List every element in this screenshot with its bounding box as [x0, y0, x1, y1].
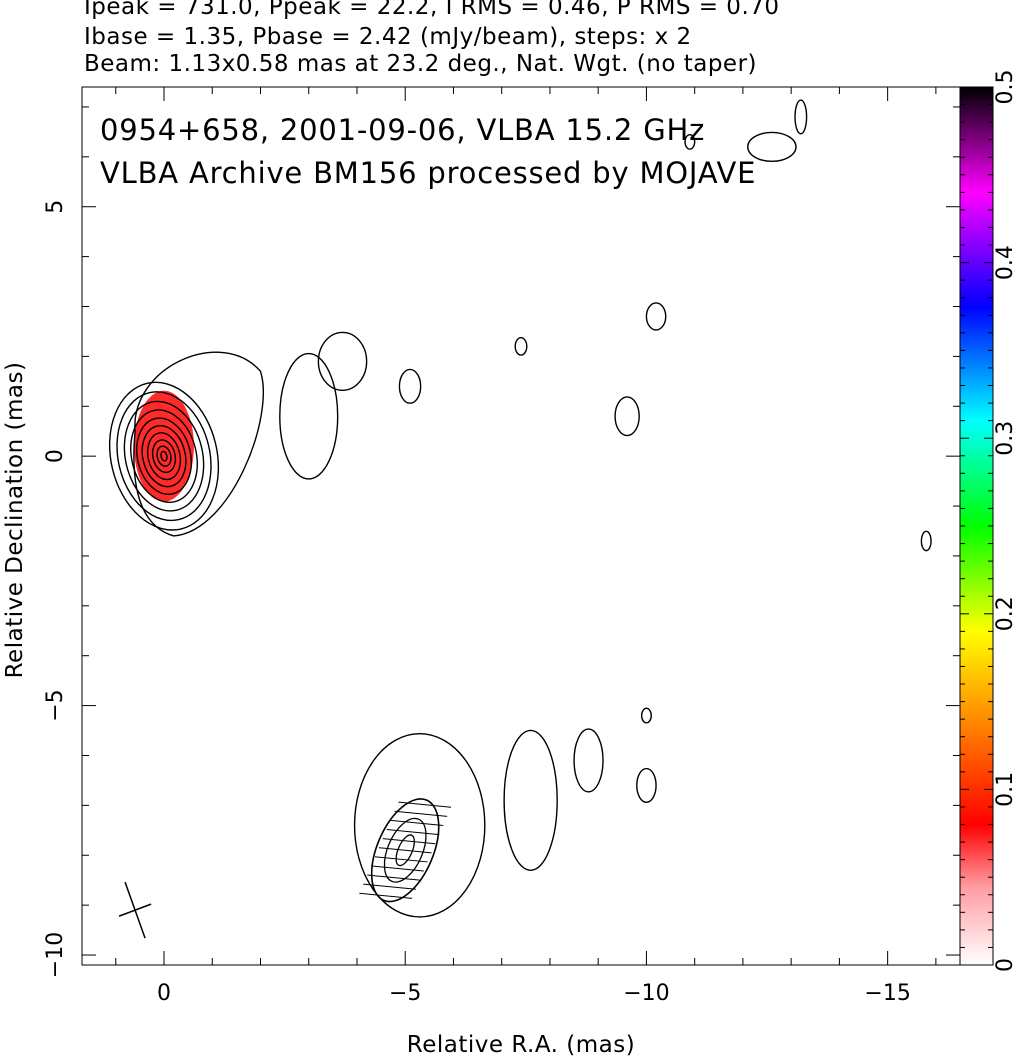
contour-blob	[573, 728, 604, 793]
header-line-3: Beam: 1.13x0.58 mas at 23.2 deg., Nat. W…	[84, 51, 757, 77]
colorbar-tick-label: 0	[993, 958, 1018, 972]
core-contour	[156, 445, 172, 467]
y-tick-label: −10	[43, 932, 68, 978]
core-contour	[123, 400, 205, 512]
beam-hatch	[367, 874, 420, 881]
contour-blob	[794, 99, 808, 135]
contour-blob	[614, 396, 640, 437]
contour-blob	[503, 729, 558, 872]
core-contour	[151, 439, 177, 474]
beam-hatch	[359, 892, 413, 899]
beam-hatch	[390, 819, 444, 826]
beam-hatch	[382, 838, 436, 845]
contour-blob	[279, 352, 339, 480]
contour-blob	[747, 131, 797, 163]
header-line-1: Ipeak = 731.0, Ppeak = 22.2, I RMS = 0.4…	[84, 0, 780, 20]
colorbar-tick-label: 0.5	[993, 70, 1018, 105]
beam-core	[395, 834, 415, 867]
y-tick-label: 5	[43, 200, 68, 214]
beam-hatch	[371, 865, 424, 872]
beam-outer-contour	[353, 732, 486, 918]
contour-blob	[636, 767, 657, 803]
contour-blob	[684, 133, 696, 150]
archive-annotation: VLBA Archive BM156 processed by MOJAVE	[100, 156, 756, 190]
x-tick-label: −15	[864, 981, 910, 1006]
beam-inner	[383, 817, 427, 883]
beam-hatch	[363, 883, 416, 890]
contour-blob	[640, 707, 652, 724]
colorbar-tick-label: 0.4	[993, 245, 1018, 280]
contour-blob	[398, 368, 422, 404]
header-line-2: Ibase = 1.35, Pbase = 2.42 (mJy/beam), s…	[84, 24, 692, 50]
beam-hatch	[378, 847, 432, 854]
colorbar	[959, 86, 994, 966]
core-contour	[141, 424, 187, 488]
y-axis-label: Relative Declination (mas)	[2, 362, 28, 679]
core-contour	[160, 450, 168, 462]
jet-contour	[133, 351, 264, 537]
colorbar-tick-label: 0.2	[993, 596, 1018, 631]
beam-hatch	[394, 810, 448, 817]
core-contour	[130, 409, 198, 504]
contour-blob	[514, 337, 528, 356]
contour-blob	[317, 331, 368, 392]
contour-blob	[920, 530, 932, 552]
x-tick-label: −10	[623, 981, 669, 1006]
core-contour	[136, 417, 192, 495]
plot-frame	[81, 86, 961, 966]
core-contour	[116, 391, 212, 522]
beam-outline	[370, 798, 440, 903]
core-contour	[108, 381, 220, 531]
contour-blob	[645, 302, 667, 331]
x-axis-label: Relative R.A. (mas)	[407, 1032, 635, 1058]
x-tick-label: 0	[157, 981, 171, 1006]
colorbar-tick-label: 0.3	[993, 421, 1018, 456]
beam-hatch	[386, 828, 440, 836]
beam-ellipse	[359, 798, 452, 903]
colorbar-tick-label: 0.1	[993, 772, 1018, 807]
x-tick-label: −5	[389, 981, 421, 1006]
y-tick-label: 0	[43, 449, 68, 463]
beam-hatch	[374, 856, 428, 863]
beam-cross-minor	[118, 903, 152, 917]
beam-hatch	[398, 801, 452, 808]
source-annotation: 0954+658, 2001-09-06, VLBA 15.2 GHz	[100, 113, 705, 147]
y-tick-label: −5	[43, 689, 68, 721]
core-contour	[146, 432, 182, 481]
